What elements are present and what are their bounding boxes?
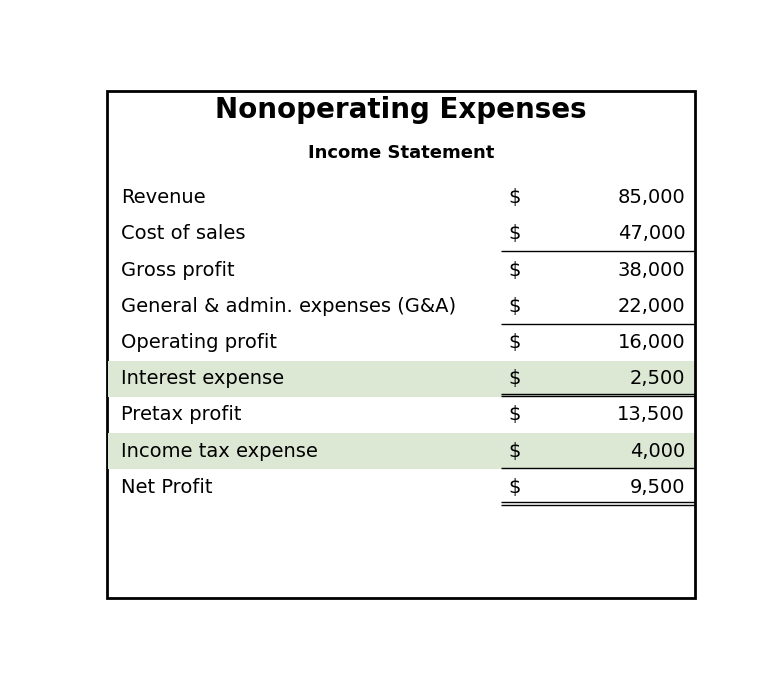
Text: 4,000: 4,000 (630, 441, 685, 460)
Text: 47,000: 47,000 (618, 224, 685, 243)
Text: 22,000: 22,000 (618, 297, 685, 316)
Text: Pretax profit: Pretax profit (121, 405, 242, 424)
Text: $: $ (508, 478, 521, 496)
Text: Gross profit: Gross profit (121, 261, 235, 280)
Text: 38,000: 38,000 (618, 261, 685, 280)
Text: 2,500: 2,500 (630, 369, 685, 388)
Text: Revenue: Revenue (121, 188, 206, 207)
Text: $: $ (508, 261, 521, 280)
Text: Nonoperating Expenses: Nonoperating Expenses (215, 96, 586, 124)
Text: 16,000: 16,000 (618, 333, 685, 352)
Text: $: $ (508, 224, 521, 243)
Text: $: $ (508, 188, 521, 207)
Text: Operating profit: Operating profit (121, 333, 277, 352)
Text: 85,000: 85,000 (618, 188, 685, 207)
Text: $: $ (508, 369, 521, 388)
Text: $: $ (508, 297, 521, 316)
Text: $: $ (508, 405, 521, 424)
Text: Net Profit: Net Profit (121, 478, 213, 496)
Text: 9,500: 9,500 (630, 478, 685, 496)
Bar (108, 361, 694, 397)
Text: Interest expense: Interest expense (121, 369, 284, 388)
Text: $: $ (508, 441, 521, 460)
Text: Income Statement: Income Statement (307, 144, 494, 162)
Text: $: $ (508, 333, 521, 352)
Text: Income tax expense: Income tax expense (121, 441, 317, 460)
Text: 13,500: 13,500 (617, 405, 685, 424)
Bar (108, 433, 694, 469)
Text: General & admin. expenses (G&A): General & admin. expenses (G&A) (121, 297, 456, 316)
Text: Cost of sales: Cost of sales (121, 224, 246, 243)
